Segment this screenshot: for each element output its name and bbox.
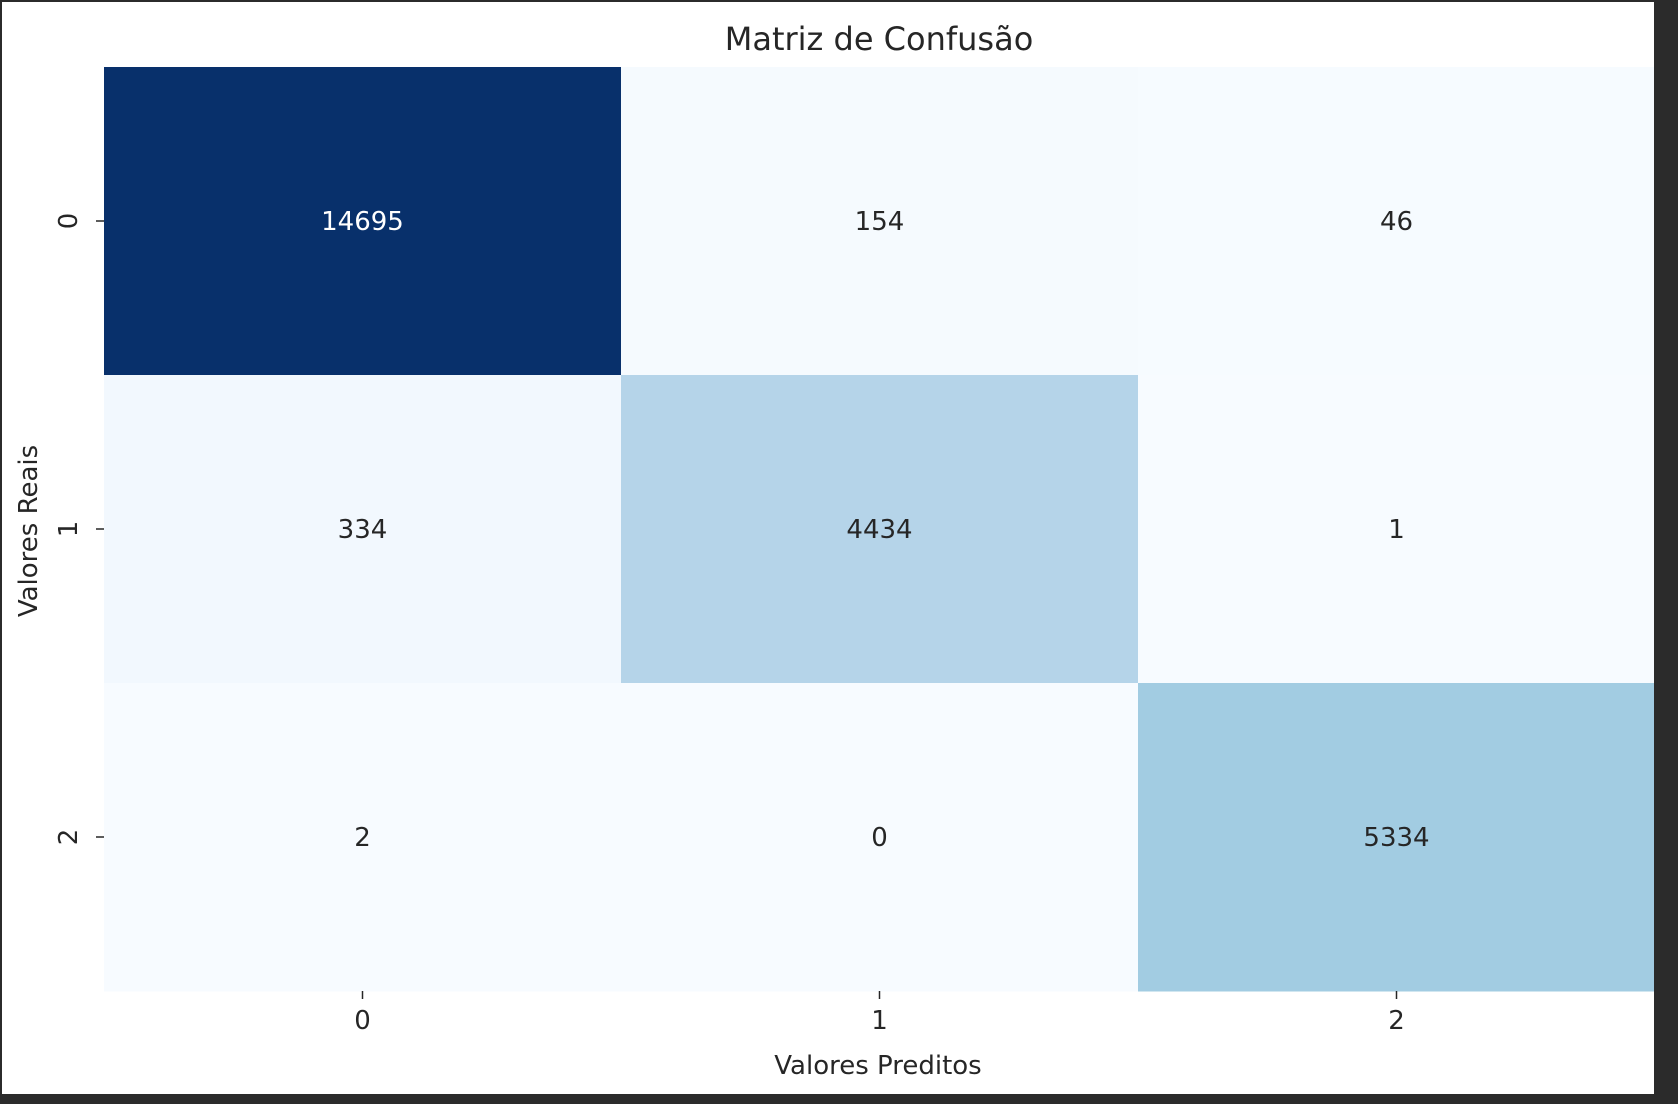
heatmap-cell-r0-c2 (1138, 67, 1654, 376)
x-tick-label: 2 (1388, 1006, 1405, 1036)
heatmap-cell-r1-c2 (1138, 375, 1654, 684)
cell-value-label-r0-c0: 14695 (321, 207, 404, 237)
heatmap-cell-r0-c1 (621, 67, 1139, 376)
confusion-matrix-chart: Matriz de Confusão 14695 154 46 334 4434 1 2 0 5… (14, 20, 1654, 1081)
heatmap-cell-r2-c0 (104, 683, 622, 992)
cell-value-label-r1-c0: 334 (338, 515, 388, 545)
y-tick-label: 0 (54, 213, 84, 230)
y-tick-label: 2 (54, 829, 84, 846)
cell-value-label-r0-c1: 154 (855, 207, 905, 237)
cell-value-label-r2-c1: 0 (871, 823, 888, 853)
x-tick-label: 0 (354, 1006, 371, 1036)
chart-title: Matriz de Confusão (725, 20, 1034, 58)
heatmap-cell-r2-c2 (1138, 683, 1654, 992)
heatmap-cell-r2-c1 (621, 683, 1139, 992)
x-tick-label: 1 (871, 1006, 888, 1036)
cell-value-label-r1-c1: 4434 (846, 515, 912, 545)
heatmap-cell-r0-c0 (104, 67, 622, 376)
cell-value-label-r2-c2: 5334 (1363, 823, 1429, 853)
figure-canvas: Matriz de Confusão 14695 154 46 334 4434 1 2 0 5… (2, 2, 1654, 1094)
x-axis-label: Valores Preditos (774, 1051, 981, 1081)
y-tick-label: 1 (54, 521, 84, 538)
axes: 0 1 2 0 1 2 (54, 213, 1405, 1036)
heatmap-cell-labels: 14695 154 46 334 4434 1 2 0 5334 (321, 207, 1429, 853)
heatmap-cell-r1-c0 (104, 375, 622, 684)
heatmap-cell-r1-c1 (621, 375, 1139, 684)
cell-value-label-r0-c2: 46 (1380, 207, 1413, 237)
y-axis-label: Valores Reais (14, 445, 44, 617)
cell-value-label-r1-c2: 1 (1388, 515, 1405, 545)
cell-value-label-r2-c0: 2 (354, 823, 371, 853)
window-corner (1165, 1094, 1678, 1104)
heatmap-cells (104, 67, 1654, 992)
